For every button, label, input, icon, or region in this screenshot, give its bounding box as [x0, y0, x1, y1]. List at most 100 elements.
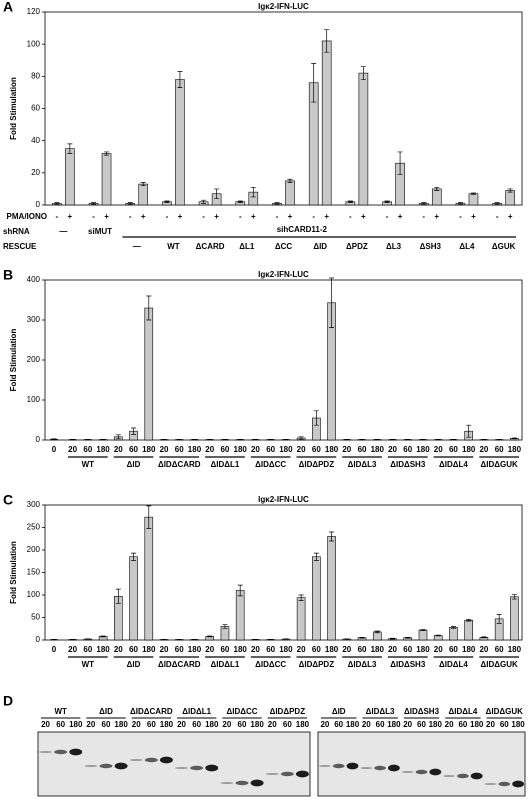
x-tick-label: 180	[371, 645, 385, 654]
blot-lane-label: 60	[238, 720, 247, 729]
group-label: ΔIDΔL1	[211, 660, 240, 669]
x-tick-label: 20	[251, 445, 260, 454]
bar	[327, 536, 336, 641]
y-tick-label: 100	[27, 39, 41, 48]
error-bar	[237, 200, 243, 203]
group-label: ΔIDΔGUK	[481, 660, 519, 669]
x-tick-label: 20	[434, 445, 443, 454]
rescue-label: ΔID	[313, 242, 327, 251]
x-tick-label: -	[239, 212, 242, 221]
blot-lane-label: 20	[320, 720, 329, 729]
x-tick-label: 180	[279, 445, 293, 454]
blot-lane-label: 60	[376, 720, 385, 729]
group-label: ΔIDΔGUK	[481, 460, 519, 469]
x-tick-label: 20	[342, 645, 351, 654]
x-tick-label: 20	[388, 445, 397, 454]
blot-band	[250, 779, 264, 787]
group-label: ΔIDΔL4	[439, 660, 468, 669]
y-tick-label: 250	[27, 523, 41, 532]
blot-lane-label: 20	[445, 720, 454, 729]
group-label: ΔIDΔL1	[211, 460, 240, 469]
x-tick-label: 60	[495, 445, 504, 454]
error-bar	[127, 202, 133, 205]
x-tick-label: 180	[142, 645, 156, 654]
x-tick-label: 20	[160, 445, 169, 454]
x-tick-label: 20	[479, 445, 488, 454]
blot-band	[114, 762, 128, 770]
x-tick-label: 20	[297, 645, 306, 654]
bar	[101, 153, 112, 206]
bar	[431, 188, 442, 206]
blot-band	[129, 759, 143, 761]
x-tick-label: -	[422, 212, 425, 221]
error-bar	[146, 295, 152, 321]
error-bar	[115, 588, 121, 604]
error-bar	[481, 636, 487, 639]
error-bar	[177, 71, 183, 88]
error-bar	[496, 614, 502, 624]
group-label: WT	[82, 660, 95, 669]
bar	[358, 72, 369, 206]
rescue-label: ΔCC	[275, 242, 293, 251]
x-tick-label: 60	[175, 445, 184, 454]
blot-group-label: ΔIDΔL3	[366, 707, 395, 716]
blot-band	[443, 775, 456, 777]
blot-lane-label: 20	[86, 720, 95, 729]
blot-group-label: ΔIDΔCARD	[130, 707, 173, 716]
blot-lane-label: 60	[56, 720, 65, 729]
x-tick-label: 20	[205, 645, 214, 654]
x-tick-label: 180	[325, 645, 339, 654]
x-tick-label: -	[312, 212, 315, 221]
error-bar	[298, 594, 304, 601]
group-label: ΔIDΔL3	[348, 460, 377, 469]
blot-lane-label: 20	[486, 720, 495, 729]
bar	[296, 597, 306, 641]
row-label: shRNA	[3, 227, 30, 236]
group-label: ΔIDΔCC	[255, 660, 286, 669]
error-bar	[51, 438, 57, 440]
error-bar	[507, 188, 513, 193]
x-tick-label: 180	[462, 445, 476, 454]
panel-label: B	[3, 267, 13, 283]
x-tick-label: 180	[371, 445, 385, 454]
y-tick-label: 200	[27, 545, 41, 554]
x-tick-label: 0	[52, 445, 57, 454]
group-label: ΔID	[127, 460, 141, 469]
blot-lane-label: 20	[177, 720, 186, 729]
blot-band	[295, 770, 309, 778]
blot-band	[54, 749, 68, 755]
blot-band	[265, 773, 279, 775]
blot-lane-label: 20	[362, 720, 371, 729]
blot-lane-label: 180	[250, 720, 264, 729]
x-tick-label: 20	[251, 645, 260, 654]
blot-lane-label: 180	[205, 720, 219, 729]
blot-band	[346, 762, 359, 770]
blot-group-label: WT	[54, 707, 67, 716]
error-bar	[390, 637, 396, 640]
bar	[464, 619, 473, 641]
error-bar	[115, 434, 121, 440]
group-label: ΔIDΔPDZ	[299, 460, 335, 469]
x-tick-label: 180	[188, 445, 202, 454]
blot-group-label: ΔID	[332, 707, 346, 716]
error-bar	[298, 436, 304, 440]
blot-band	[220, 782, 234, 784]
x-tick-label: 180	[325, 445, 339, 454]
error-bar	[214, 188, 220, 199]
x-tick-label: +	[434, 212, 439, 221]
x-tick-label: 20	[388, 645, 397, 654]
panel-label: C	[3, 492, 13, 508]
error-bar	[421, 202, 427, 205]
rescue-label: ΔPDZ	[346, 242, 368, 251]
group-label: ΔIDΔCARD	[158, 460, 201, 469]
error-bar	[329, 277, 335, 328]
error-bar	[420, 629, 426, 631]
shrna-label: sihCARD11-2	[277, 225, 328, 234]
bar	[418, 629, 428, 641]
x-tick-label: +	[214, 212, 219, 221]
shrna-label: siMUT	[88, 227, 112, 236]
x-tick-label: +	[104, 212, 109, 221]
error-bar	[100, 635, 106, 638]
blot-band	[235, 780, 249, 786]
x-tick-label: 20	[114, 645, 123, 654]
